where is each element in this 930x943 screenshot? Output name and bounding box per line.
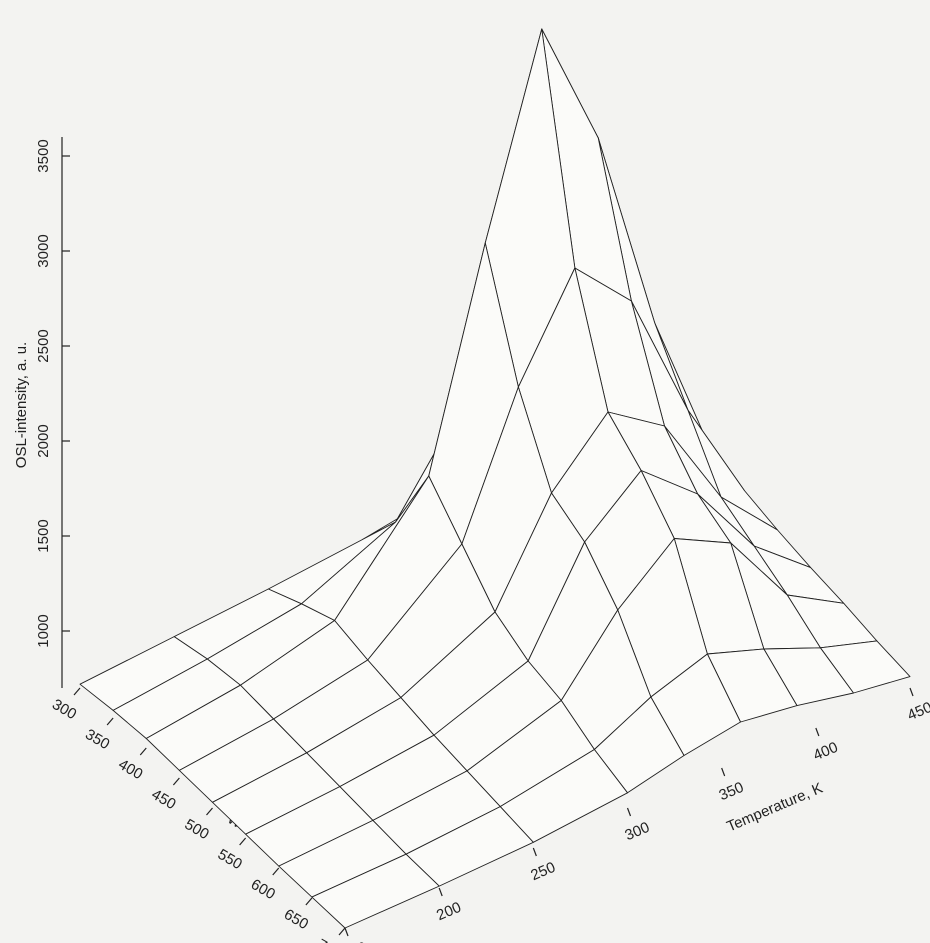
x-tick-label: 450 (149, 786, 179, 813)
x-tick-label: 550 (215, 846, 245, 873)
x-tick-label: 600 (248, 876, 278, 903)
x-tick (106, 717, 114, 726)
z-tick-label: 2500 (35, 329, 52, 362)
x-tick-label: 650 (281, 906, 311, 933)
z-tick-label: 1000 (35, 614, 52, 647)
y-tick-label: 250 (528, 859, 558, 884)
x-tick (139, 747, 147, 756)
x-tick-label: 300 (49, 696, 79, 723)
y-tick (438, 887, 443, 897)
y-tick-label: 350 (717, 779, 747, 804)
z-tick-label: 1500 (35, 519, 52, 552)
x-tick (338, 927, 346, 936)
z-tick-label: 3000 (35, 234, 52, 267)
z-tick-label: 2000 (35, 424, 52, 457)
x-tick (172, 777, 180, 786)
x-tick-label: 400 (115, 756, 145, 783)
x-tick-label: 700 (314, 936, 344, 943)
x-tick (206, 807, 213, 816)
x-tick (305, 897, 313, 906)
x-tick (239, 837, 247, 846)
y-tick-label: 200 (434, 899, 464, 924)
surface-patch (311, 853, 440, 929)
y-tick (721, 767, 726, 777)
y-tick (815, 727, 820, 737)
y-tick-label: 400 (811, 739, 841, 764)
y-tick-label: 300 (622, 819, 652, 844)
x-tick (272, 867, 280, 876)
y-tick-label: 150 (340, 939, 370, 943)
y-tick-label: 450 (905, 699, 930, 724)
x-tick (73, 687, 81, 696)
y-tick (532, 847, 537, 857)
y-tick (344, 927, 349, 937)
z-tick-label: 3500 (35, 139, 52, 172)
y-tick (909, 687, 914, 697)
z-axis-title: OSL-intensity, a. u. (13, 342, 30, 468)
y-tick (626, 807, 632, 817)
x-tick-label: 500 (182, 816, 212, 843)
x-tick-label: 350 (82, 726, 112, 753)
